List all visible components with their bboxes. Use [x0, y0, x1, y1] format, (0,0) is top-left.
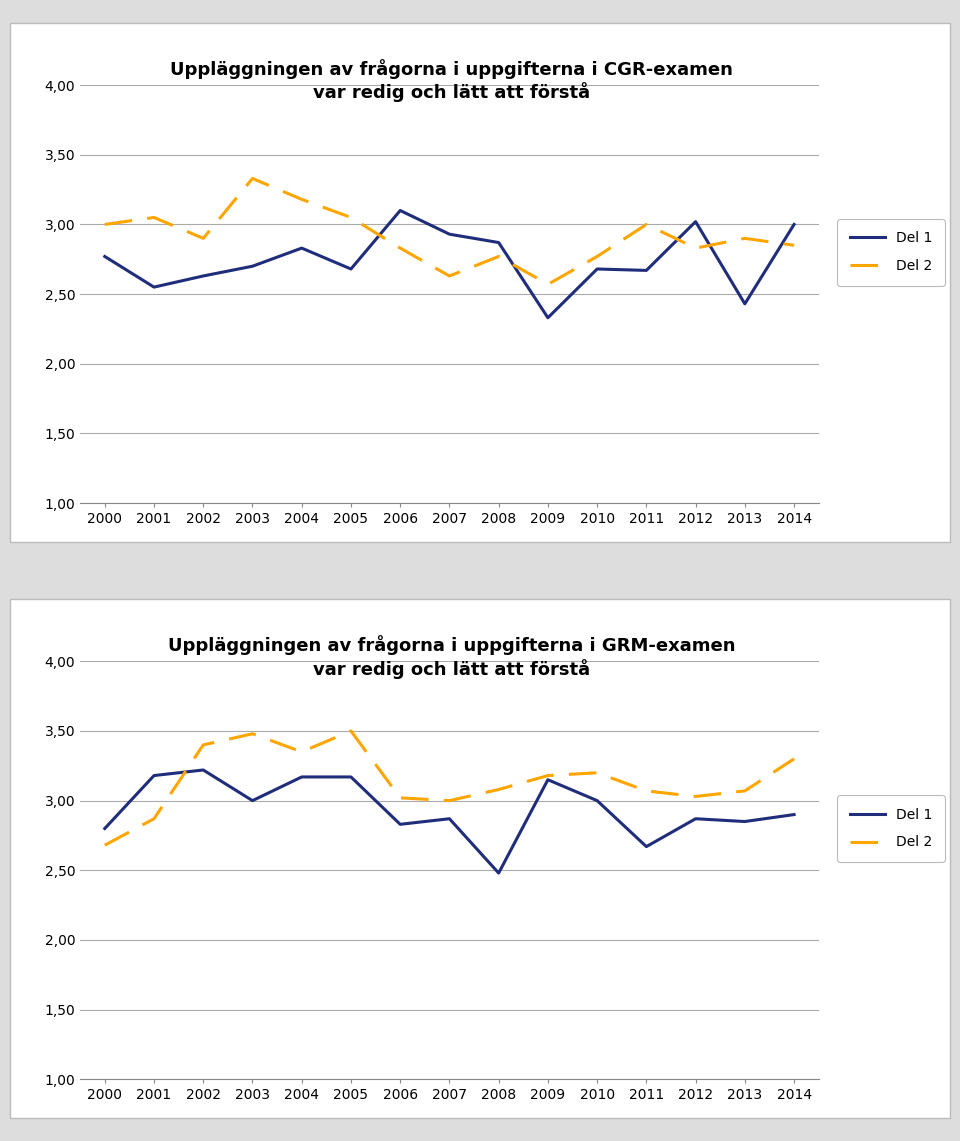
Del 1: [690, 812, 702, 826]
Del 1: [492, 866, 504, 880]
Del 1: [444, 227, 455, 241]
Del 1: [296, 241, 307, 254]
Del 1: [690, 215, 702, 228]
Del 2: [247, 727, 258, 741]
Del 2: [198, 232, 209, 245]
Legend: Del 1, Del 2: Del 1, Del 2: [837, 219, 945, 285]
Del 2: [296, 745, 307, 759]
Del 2: [247, 171, 258, 185]
Del 1: [591, 262, 603, 276]
Del 2: [542, 769, 554, 783]
Del 2: [788, 238, 800, 252]
Del 2: [444, 794, 455, 808]
Del 2: [640, 218, 652, 232]
Del 2: [346, 211, 357, 225]
Del 2: [591, 250, 603, 264]
Line: Del 1: Del 1: [105, 210, 794, 317]
Del 2: [690, 790, 702, 803]
Line: Del 2: Del 2: [105, 731, 794, 845]
Del 2: [492, 250, 504, 264]
Del 1: [148, 769, 159, 783]
Del 1: [247, 259, 258, 273]
Del 2: [346, 725, 357, 738]
Text: Uppläggningen av frågorna i uppgifterna i GRM-examen
var redig och lätt att förs: Uppläggningen av frågorna i uppgifterna …: [168, 636, 735, 679]
Del 1: [346, 262, 357, 276]
Del 1: [296, 770, 307, 784]
Del 2: [591, 766, 603, 779]
Del 1: [542, 772, 554, 786]
Del 2: [542, 277, 554, 291]
Del 1: [99, 822, 110, 835]
Text: Uppläggningen av frågorna i uppgifterna i CGR-examen
var redig och lätt att förs: Uppläggningen av frågorna i uppgifterna …: [170, 59, 733, 103]
Del 1: [591, 794, 603, 808]
Del 1: [788, 218, 800, 232]
Del 2: [148, 812, 159, 826]
Del 2: [395, 791, 406, 804]
Del 2: [395, 241, 406, 254]
Del 2: [788, 752, 800, 766]
Del 1: [444, 812, 455, 826]
Del 2: [148, 211, 159, 225]
Del 2: [739, 232, 751, 245]
Del 1: [640, 840, 652, 853]
Del 1: [395, 203, 406, 217]
Del 1: [148, 281, 159, 294]
Line: Del 2: Del 2: [105, 178, 794, 284]
Del 1: [99, 250, 110, 264]
Line: Del 1: Del 1: [105, 770, 794, 873]
Del 2: [444, 269, 455, 283]
Del 2: [296, 193, 307, 207]
Del 1: [788, 808, 800, 822]
Del 1: [739, 297, 751, 310]
Del 2: [198, 738, 209, 752]
Del 2: [690, 241, 702, 254]
Del 1: [492, 236, 504, 250]
Del 1: [346, 770, 357, 784]
Del 1: [542, 310, 554, 324]
Del 2: [492, 783, 504, 796]
Del 2: [739, 784, 751, 798]
Del 1: [739, 815, 751, 828]
Legend: Del 1, Del 2: Del 1, Del 2: [837, 795, 945, 861]
Del 1: [198, 763, 209, 777]
Del 2: [640, 784, 652, 798]
Del 1: [640, 264, 652, 277]
Del 2: [99, 839, 110, 852]
Del 1: [247, 794, 258, 808]
Del 1: [198, 269, 209, 283]
Del 1: [395, 817, 406, 831]
Del 2: [99, 218, 110, 232]
